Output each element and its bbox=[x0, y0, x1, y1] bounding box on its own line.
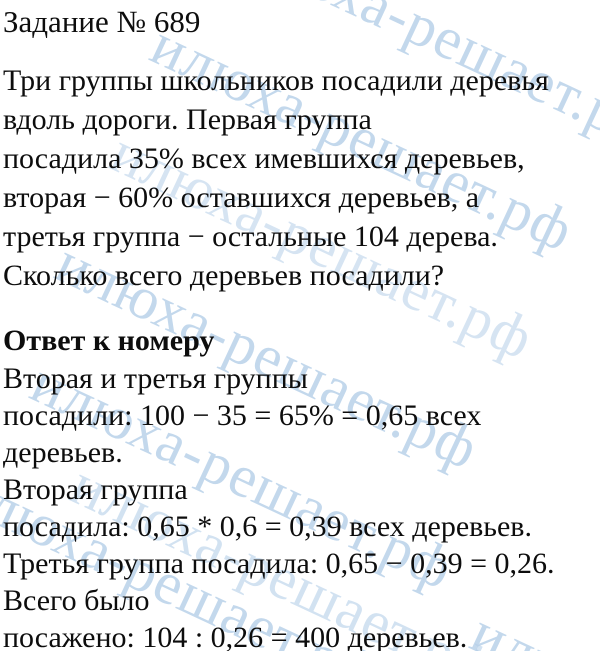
problem-statement: Три группы школьников посадили деревья в… bbox=[3, 61, 600, 295]
answer-line: Третья группа посадила: 0,65 − 0,39 = 0,… bbox=[3, 547, 555, 580]
problem-line: Три группы школьников посадили деревья bbox=[3, 64, 549, 97]
answer-line: посажено: 104 : 0,26 = 400 деревьев. bbox=[3, 621, 468, 651]
problem-line: Сколько всего деревьев посадили? bbox=[3, 259, 445, 292]
answer-line: посадила: 0,65 * 0,6 = 0,39 всех деревье… bbox=[3, 510, 532, 543]
answer-line: Вторая и третья группы bbox=[3, 362, 308, 395]
task-title: Задание № 689 bbox=[3, 4, 201, 39]
answer-line: Всего было bbox=[3, 584, 150, 617]
task-content: Задание № 689 Три группы школьников поса… bbox=[3, 0, 600, 651]
problem-line: посадила 35% всех имевшихся деревьев, bbox=[3, 142, 525, 175]
answer-heading: Ответ к номеру bbox=[3, 324, 215, 357]
answer-line: посадили: 100 − 35 = 65% = 0,65 всех bbox=[3, 399, 482, 432]
answer-line: Вторая группа bbox=[3, 473, 188, 506]
answer-body: Вторая и третья группы посадили: 100 − 3… bbox=[3, 360, 600, 651]
problem-line: третья группа − остальные 104 дерева. bbox=[3, 220, 498, 253]
problem-line: вторая − 60% оставшихся деревьев, а bbox=[3, 181, 480, 214]
answer-line: деревьев. bbox=[3, 436, 123, 469]
problem-line: вдоль дороги. Первая группа bbox=[3, 103, 372, 136]
